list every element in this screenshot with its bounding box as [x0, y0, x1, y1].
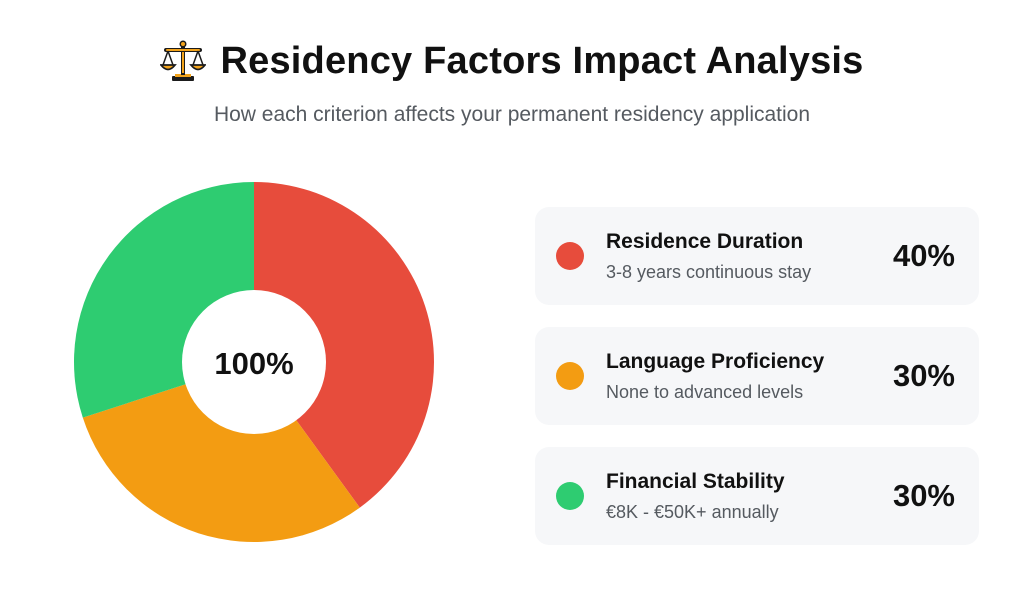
page-subtitle: How each criterion affects your permanen… — [213, 103, 811, 126]
legend-dot — [556, 242, 584, 270]
legend-title: Residence Duration — [606, 229, 804, 253]
balance-scale-icon — [160, 40, 207, 81]
legend-text: Residence Duration 3-8 years continuous … — [606, 230, 893, 283]
legend-text: Language Proficiency None to advanced le… — [606, 350, 893, 403]
donut-hole — [182, 290, 326, 434]
legend-description: €8K - €50K+ annually — [606, 501, 779, 522]
legend-value: 30% — [892, 478, 955, 513]
donut-slice-language-proficiency — [82, 362, 360, 542]
legend-title: Financial Stability — [606, 469, 785, 493]
donut-slice-residence-duration — [254, 182, 434, 508]
legend-text: Financial Stability €8K - €50K+ annually — [606, 470, 893, 523]
donut-center-label: 100% — [214, 346, 293, 381]
legend-dot — [556, 482, 584, 510]
legend-card-financial-stability: Financial Stability €8K - €50K+ annually… — [535, 447, 979, 545]
donut-chart: 100% — [64, 172, 444, 552]
legend-description: None to advanced levels — [606, 381, 804, 402]
legend-dot — [556, 362, 584, 390]
title-row: Residency Factors Impact Analysis — [160, 38, 863, 84]
header: Residency Factors Impact Analysis How ea… — [0, 38, 1024, 127]
legend-card-residence-duration: Residence Duration 3-8 years continuous … — [535, 207, 979, 305]
legend-card-language-proficiency: Language Proficiency None to advanced le… — [535, 327, 979, 425]
legend-value: 40% — [892, 238, 955, 273]
legend-value: 30% — [892, 358, 955, 393]
donut-chart-svg: 100% — [73, 182, 434, 542]
legend: Residence Duration 3-8 years continuous … — [535, 207, 979, 567]
legend-description: 3-8 years continuous stay — [606, 261, 812, 282]
legend-title: Language Proficiency — [606, 349, 825, 373]
page-title: Residency Factors Impact Analysis — [220, 39, 864, 82]
